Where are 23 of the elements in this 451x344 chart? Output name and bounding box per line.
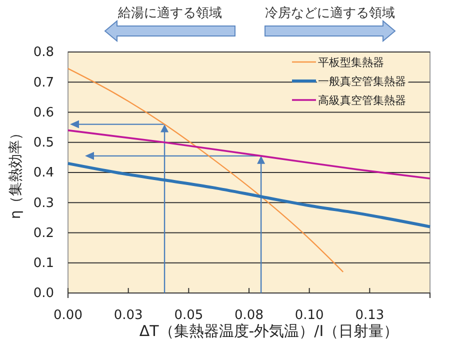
x-tick-label: 0.00 xyxy=(54,308,82,324)
y-tick-label: 0.7 xyxy=(33,75,54,90)
line-series xyxy=(67,129,431,180)
x-tick-label: 0.08 xyxy=(234,308,264,324)
x-tick-label: 0.13 xyxy=(355,308,384,324)
y-tick-label: 0.6 xyxy=(33,105,54,120)
y-tick-label: 0.2 xyxy=(33,226,54,241)
y-tick-label: 0.8 xyxy=(33,45,54,60)
y-axis-title: η（集熱効率） xyxy=(8,126,24,219)
y-tick-label: 0.1 xyxy=(33,256,54,272)
x-axis-title: ΔT（集熱器温度-外気温）/I（日射量） xyxy=(139,322,399,340)
legend-label: 平板型集熱器 xyxy=(318,56,384,69)
x-tick-label: 0.03 xyxy=(114,308,143,324)
x-tick-label: 0.05 xyxy=(174,308,204,324)
x-tick-label: 0.10 xyxy=(294,308,324,324)
legend-label: 高級真空管集熱器 xyxy=(318,94,406,107)
y-tick-label: 0.3 xyxy=(33,196,54,211)
y-tick-label: 0.4 xyxy=(33,166,54,181)
y-tick-label: 0.5 xyxy=(33,136,54,151)
y-tick-label: 0.0 xyxy=(33,286,54,302)
text: 冷房などに適する領域 xyxy=(265,5,395,21)
line-series xyxy=(66,162,432,228)
text: 給湯に適する領域 xyxy=(117,5,222,21)
